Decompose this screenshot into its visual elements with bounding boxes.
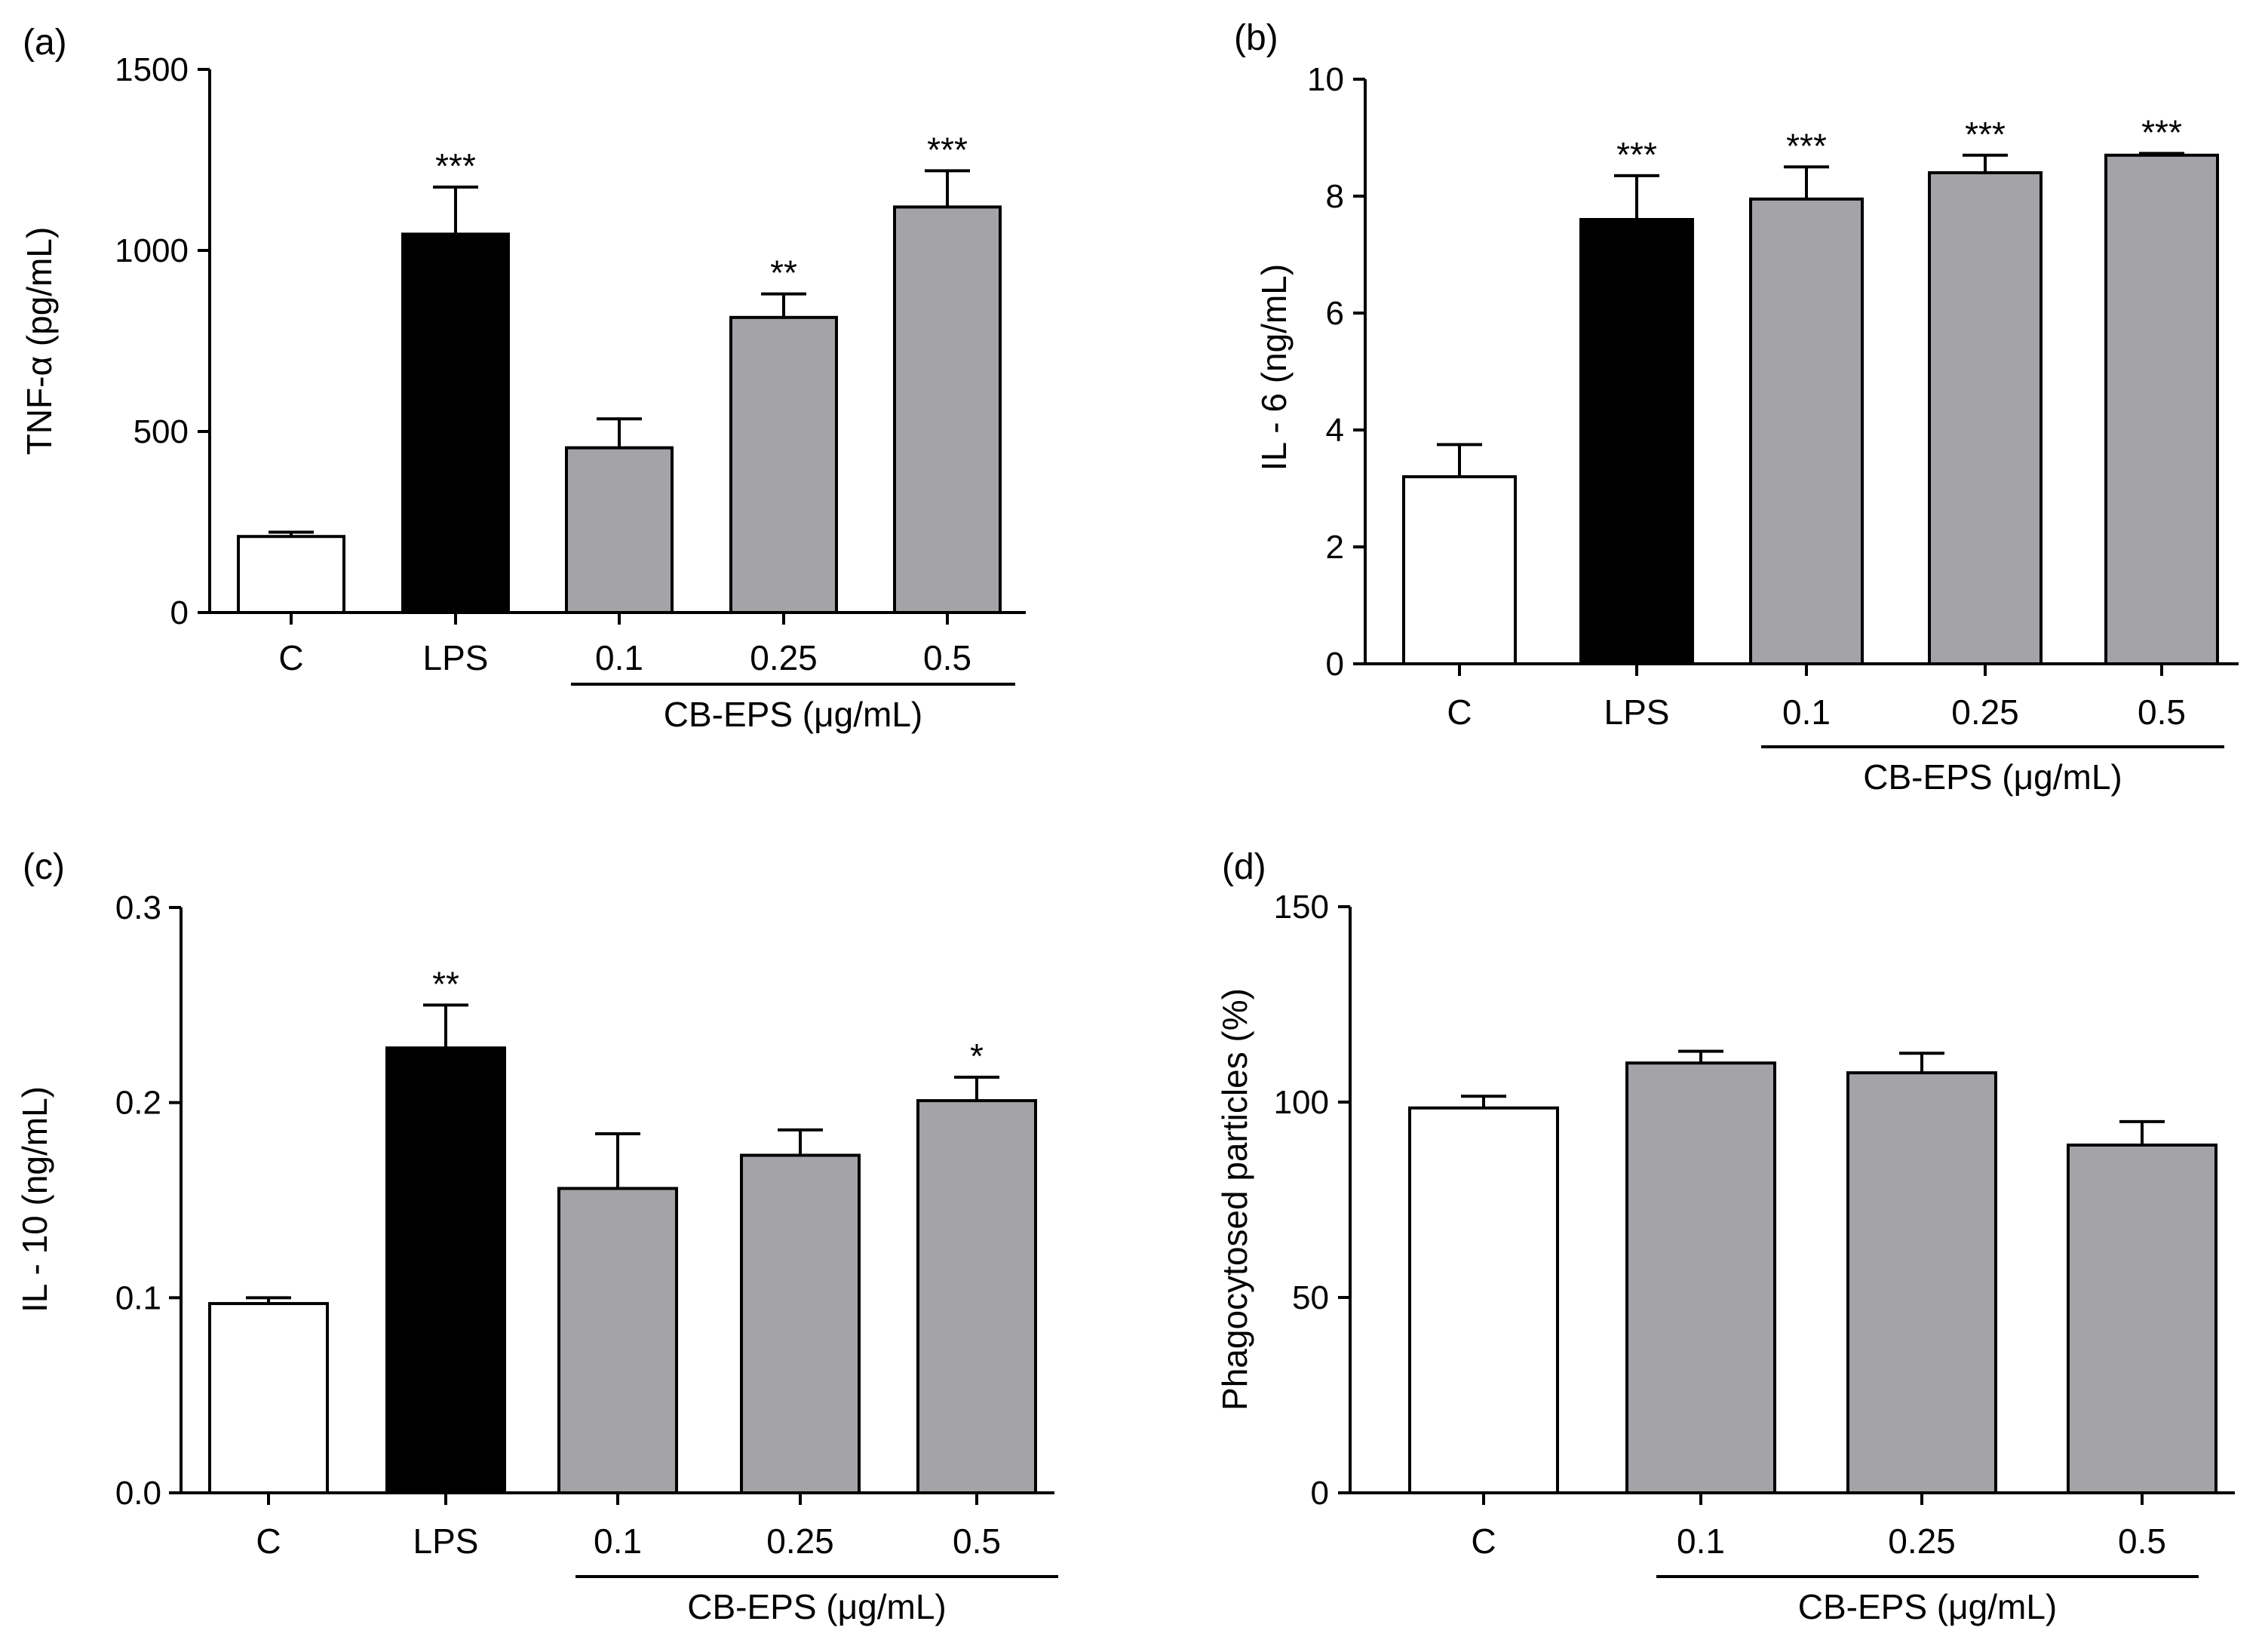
x-tick-label: 0.5: [923, 638, 971, 677]
y-axis-title: TNF-α (pg/mL): [20, 227, 59, 456]
x-tick-label: C: [256, 1521, 281, 1561]
y-tick-label: 0.0: [115, 1475, 161, 1512]
y-tick-label: 0: [170, 594, 189, 631]
bar-0-25: [1928, 171, 2043, 665]
x-tick-label: 0.1: [595, 638, 643, 677]
y-tick-label: 500: [134, 413, 189, 450]
bar-0-1: [1625, 1061, 1776, 1494]
y-tick-label: 1000: [115, 232, 189, 269]
y-axis-title: IL - 10 (ng/mL): [15, 1086, 54, 1313]
bar-0-5: [2067, 1143, 2217, 1494]
significance-marker: ***: [1616, 135, 1657, 174]
chart-panel-c: (c) IL - 10 (ng/mL) 0.0 0.1 0.2 0.3 C ** LPS 0.1 0…: [15, 847, 1058, 1626]
bar-0-25: [1846, 1071, 1997, 1494]
x-tick-label: 0.25: [750, 638, 818, 677]
bar-c: [208, 1302, 329, 1495]
x-tick-label: C: [278, 638, 303, 677]
y-axis-title: IL - 6 (ng/mL): [1254, 264, 1294, 471]
group-label: CB-EPS (μg/mL): [1798, 1587, 2057, 1626]
x-tick-label: 0.5: [2118, 1521, 2166, 1561]
x-tick-label: 0.5: [2138, 692, 2186, 732]
chart-panel-a: (a) TNF-α (pg/mL) 0 500 1000 1500 C *** LPS 0.1 **…: [20, 23, 1026, 734]
y-tick-label: 10: [1307, 61, 1344, 98]
x-tick-label: 0.5: [953, 1521, 1001, 1561]
x-tick-label: C: [1447, 692, 1472, 732]
x-tick-label: LPS: [413, 1521, 479, 1561]
bar-lps: [401, 232, 510, 614]
significance-marker: ***: [1786, 126, 1827, 165]
x-tick-label: 0.25: [766, 1521, 834, 1561]
panel-label: (a): [23, 23, 67, 63]
bar-0-1: [557, 1187, 678, 1494]
group-label: CB-EPS (μg/mL): [664, 695, 922, 734]
x-tick-label: LPS: [423, 638, 489, 677]
y-tick-label: 2: [1326, 529, 1344, 566]
y-tick-label: 4: [1326, 412, 1344, 449]
bar-c: [1402, 475, 1517, 665]
bar-0-25: [729, 315, 838, 614]
significance-marker: ***: [1965, 115, 2006, 154]
bar-lps: [1579, 218, 1694, 665]
y-tick-label: 0: [1326, 646, 1344, 683]
y-tick-label: 8: [1326, 178, 1344, 215]
chart-panel-d: (d) Phagocytosed particles (%) 0 50 100 150 C 0…: [1215, 847, 2235, 1626]
bar-0-25: [740, 1153, 861, 1495]
y-tick-label: 0.1: [115, 1279, 161, 1316]
x-tick-label: 0.25: [1888, 1521, 1956, 1561]
x-tick-label: 0.25: [1951, 692, 2019, 732]
group-label: CB-EPS (μg/mL): [687, 1587, 946, 1626]
y-axis-title: Phagocytosed particles (%): [1215, 988, 1254, 1411]
x-tick-label: LPS: [1604, 692, 1670, 732]
x-tick-label: 0.1: [594, 1521, 642, 1561]
y-tick-label: 100: [1274, 1084, 1329, 1121]
bar-0-1: [1749, 197, 1864, 665]
y-tick-label: 6: [1326, 295, 1344, 332]
group-label: CB-EPS (μg/mL): [1863, 757, 2122, 797]
significance-marker: ***: [435, 146, 476, 186]
bar-c: [237, 535, 345, 615]
y-tick-label: 50: [1292, 1279, 1329, 1316]
chart-panel-b: (b) IL - 6 (ng/mL) 0 2 4 6 8 10 C *** LPS *** 0.1 ***…: [1234, 18, 2239, 797]
x-tick-label: 0.1: [1677, 1521, 1725, 1561]
bar-0-5: [916, 1099, 1037, 1494]
y-tick-label: 0.3: [115, 889, 161, 926]
significance-marker: **: [432, 964, 459, 1003]
y-tick-label: 0: [1311, 1475, 1329, 1512]
bar-c: [1408, 1106, 1559, 1495]
y-tick-label: 1500: [115, 51, 189, 88]
panel-label: (c): [23, 847, 65, 887]
significance-marker: **: [770, 253, 797, 293]
bar-0-5: [2104, 153, 2219, 665]
panel-label: (b): [1234, 18, 1278, 58]
x-tick-label: 0.1: [1782, 692, 1831, 732]
y-tick-label: 150: [1274, 889, 1329, 926]
panel-label: (d): [1222, 847, 1266, 887]
x-tick-label: C: [1471, 1521, 1496, 1561]
significance-marker: *: [970, 1036, 984, 1076]
bar-lps: [385, 1046, 506, 1494]
bar-0-1: [565, 446, 674, 614]
significance-marker: ***: [2141, 112, 2182, 152]
bar-0-5: [893, 205, 1002, 614]
significance-marker: ***: [927, 130, 968, 169]
y-tick-label: 0.2: [115, 1085, 161, 1122]
